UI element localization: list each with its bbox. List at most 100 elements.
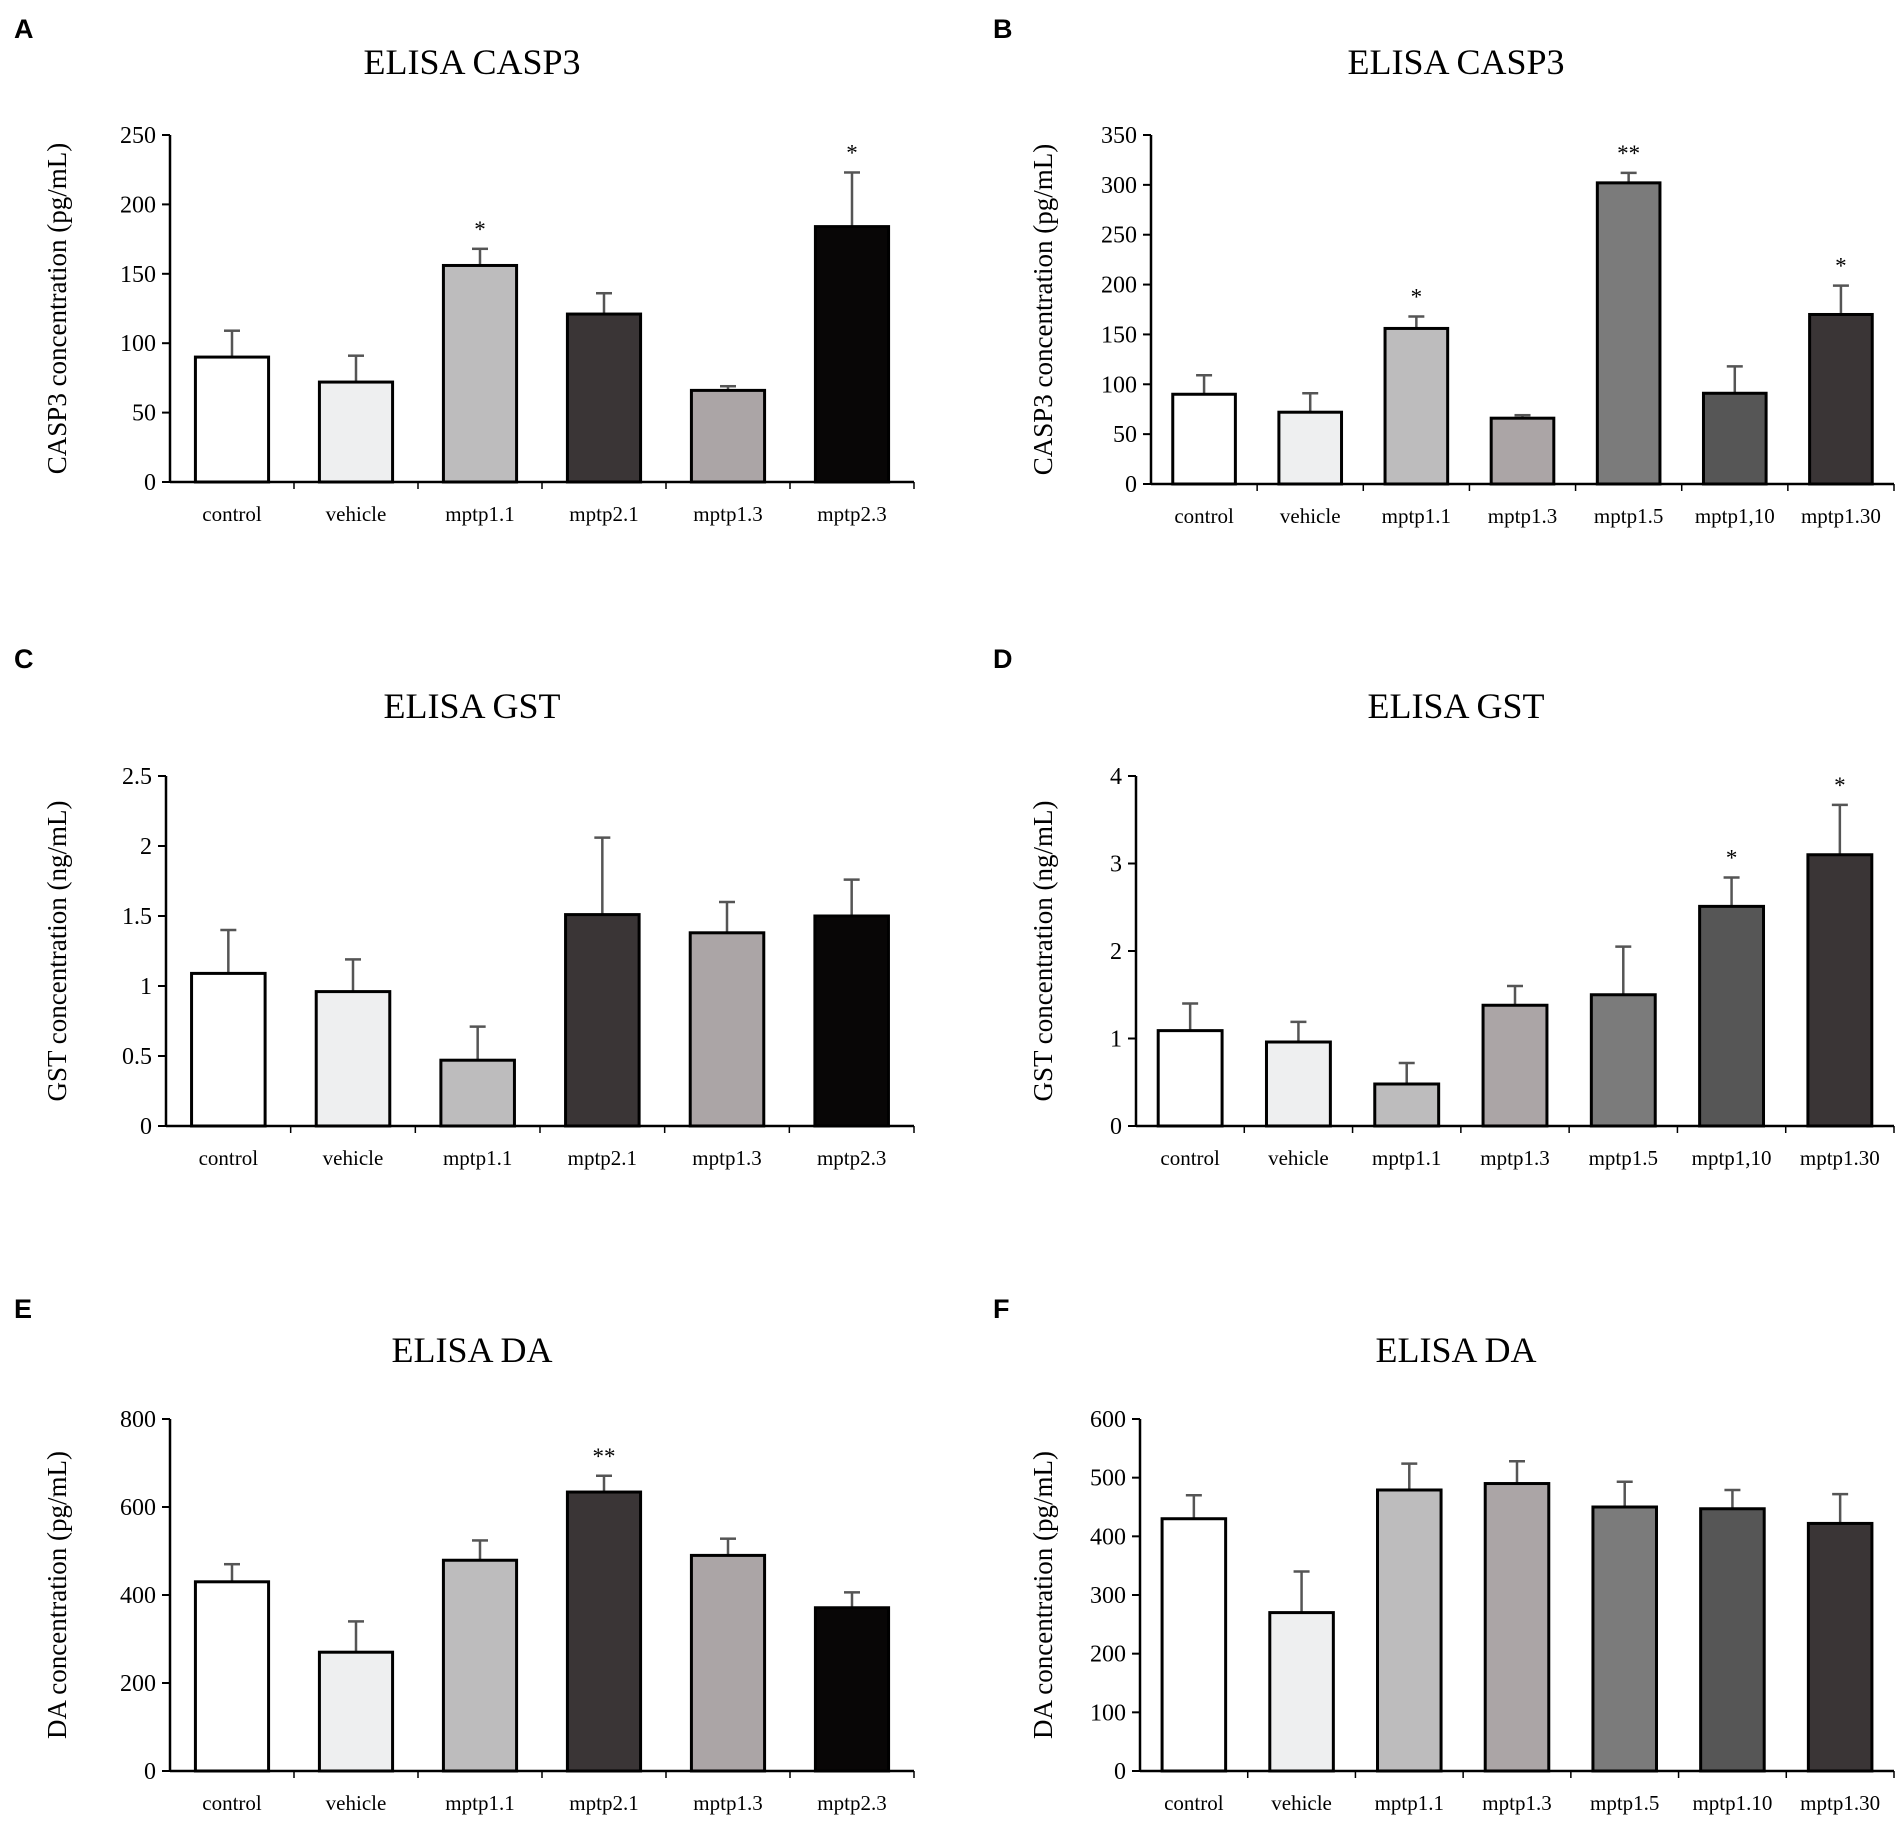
chart-panel-e: E ELISA DA DA concentration (pg/mL) 0 200 400… xyxy=(14,1294,915,1815)
y-tick-label: 400 xyxy=(1090,1524,1126,1550)
x-tick-label: mptp1.1 xyxy=(1375,1791,1444,1815)
y-tick-label: 100 xyxy=(1090,1700,1126,1726)
bar-mptp1.10 xyxy=(1699,1507,1766,1773)
bar-mptp2.1 xyxy=(565,312,643,484)
y-tick-label: 0 xyxy=(1114,1759,1126,1785)
y-tick-label: 100 xyxy=(120,331,156,357)
significance-marker: * xyxy=(1411,284,1423,309)
y-tick-label: 600 xyxy=(120,1495,156,1521)
x-tick-label: mptp1.3 xyxy=(693,1791,762,1815)
y-axis-label: CASP3 concentration (pg/mL) xyxy=(1028,144,1058,475)
bar-control xyxy=(193,355,271,484)
x-tick-label: vehicle xyxy=(326,502,387,526)
y-tick-label: 200 xyxy=(1090,1642,1126,1668)
significance-marker: ** xyxy=(593,1444,616,1469)
x-tick-label: mptp2.1 xyxy=(568,1146,637,1170)
x-tick-label: mptp1.1 xyxy=(443,1146,512,1170)
bar-mptp2.1 xyxy=(565,1490,643,1773)
x-tick-label: control xyxy=(202,502,262,526)
y-tick-label: 250 xyxy=(1101,223,1137,249)
y-tick-label: 600 xyxy=(1090,1407,1126,1433)
y-tick-label: 50 xyxy=(1113,422,1137,448)
bar-vehicle xyxy=(1264,1040,1332,1128)
bar-mptp1,10 xyxy=(1698,904,1766,1128)
chart-title: ELISA CASP3 xyxy=(363,42,580,82)
y-axis-label: DA concentration (pg/mL) xyxy=(42,1451,72,1739)
x-tick-label: mptp2.3 xyxy=(817,502,886,526)
bar-mptp1.5 xyxy=(1591,1505,1658,1773)
y-tick-label: 150 xyxy=(1101,322,1137,348)
x-tick-label: mptp1.30 xyxy=(1800,1146,1880,1170)
x-tick-label: mptp1.1 xyxy=(445,1791,514,1815)
bar-mptp1.3 xyxy=(1481,1003,1549,1128)
x-tick-label: mptp1.1 xyxy=(1372,1146,1441,1170)
bar-control xyxy=(1160,1517,1228,1773)
significance-marker: ** xyxy=(1617,141,1640,166)
x-tick-label: control xyxy=(1174,504,1234,528)
panel-letter: F xyxy=(993,1294,1010,1324)
significance-marker: * xyxy=(1834,773,1846,798)
x-tick-label: mptp1.5 xyxy=(1589,1146,1658,1170)
x-tick-label: mptp1.1 xyxy=(445,502,514,526)
bar-mptp1.3 xyxy=(689,388,767,484)
x-tick-label: vehicle xyxy=(1271,1791,1332,1815)
y-tick-label: 500 xyxy=(1090,1466,1126,1492)
chart-panel-f: F ELISA DA DA concentration (pg/mL) 0 100 200… xyxy=(993,1294,1895,1815)
y-tick-label: 200 xyxy=(1101,273,1137,299)
x-tick-label: mptp1,10 xyxy=(1692,1146,1772,1170)
bar-mptp1.1 xyxy=(1376,1488,1443,1773)
chart-panel-d: D ELISA GST GST concentration (ng/mL) 0 1 2 3 4… xyxy=(993,644,1895,1170)
bar-mptp1,10 xyxy=(1701,391,1768,486)
panel-letter: E xyxy=(14,1294,32,1324)
bar-vehicle xyxy=(317,380,395,484)
significance-marker: * xyxy=(846,140,858,165)
bar-vehicle xyxy=(1268,1611,1335,1773)
bar-mptp1.1 xyxy=(1383,326,1450,486)
y-tick-label: 2.5 xyxy=(122,764,152,790)
x-tick-label: mptp2.3 xyxy=(817,1791,886,1815)
x-tick-label: control xyxy=(202,1791,262,1815)
bar-mptp1.3 xyxy=(689,1553,767,1773)
y-axis-label: DA concentration (pg/mL) xyxy=(1028,1451,1058,1739)
x-tick-label: control xyxy=(1160,1146,1220,1170)
bar-vehicle xyxy=(1277,410,1344,486)
y-tick-label: 300 xyxy=(1101,173,1137,199)
x-tick-label: mptp1.5 xyxy=(1594,504,1663,528)
x-tick-label: mptp2.1 xyxy=(569,1791,638,1815)
y-tick-label: 3 xyxy=(1110,852,1122,878)
bar-control xyxy=(190,971,267,1128)
x-tick-label: control xyxy=(1164,1791,1224,1815)
bar-mptp1.30 xyxy=(1806,1521,1874,1773)
y-tick-label: 2 xyxy=(1110,939,1122,965)
y-tick-label: 0 xyxy=(1110,1114,1122,1140)
y-tick-label: 800 xyxy=(120,1407,156,1433)
x-tick-label: mptp1.3 xyxy=(1480,1146,1549,1170)
bar-mptp1.5 xyxy=(1589,993,1657,1128)
bar-mptp1.30 xyxy=(1808,312,1874,486)
x-tick-label: mptp1.3 xyxy=(1488,504,1557,528)
x-tick-label: mptp1.5 xyxy=(1590,1791,1659,1815)
y-axis-label: GST concentration (ng/mL) xyxy=(1028,801,1058,1102)
y-tick-label: 1.5 xyxy=(122,904,152,930)
chart-panel-a: A ELISA CASP3 CASP3 concentration (pg/mL) 0… xyxy=(14,14,915,526)
y-tick-label: 0 xyxy=(144,470,156,496)
y-tick-label: 250 xyxy=(120,123,156,149)
bar-mptp1.30 xyxy=(1806,853,1874,1128)
y-tick-label: 400 xyxy=(120,1583,156,1609)
bar-mptp2.3 xyxy=(813,225,891,484)
bar-control xyxy=(193,1580,271,1773)
bar-control xyxy=(1171,392,1237,486)
y-tick-label: 2 xyxy=(140,834,152,860)
panel-letter: A xyxy=(14,14,34,44)
y-tick-label: 200 xyxy=(120,192,156,218)
bar-mptp1.1 xyxy=(441,263,519,484)
y-tick-label: 1 xyxy=(1110,1027,1122,1053)
x-tick-label: mptp2.3 xyxy=(817,1146,886,1170)
x-tick-label: vehicle xyxy=(323,1146,384,1170)
x-tick-label: vehicle xyxy=(1280,504,1341,528)
bar-mptp1.1 xyxy=(441,1558,519,1773)
chart-panel-b: B ELISA CASP3 CASP3 concentration (pg/mL) 0… xyxy=(993,14,1895,528)
significance-marker: * xyxy=(474,217,486,242)
y-tick-label: 100 xyxy=(1101,372,1137,398)
